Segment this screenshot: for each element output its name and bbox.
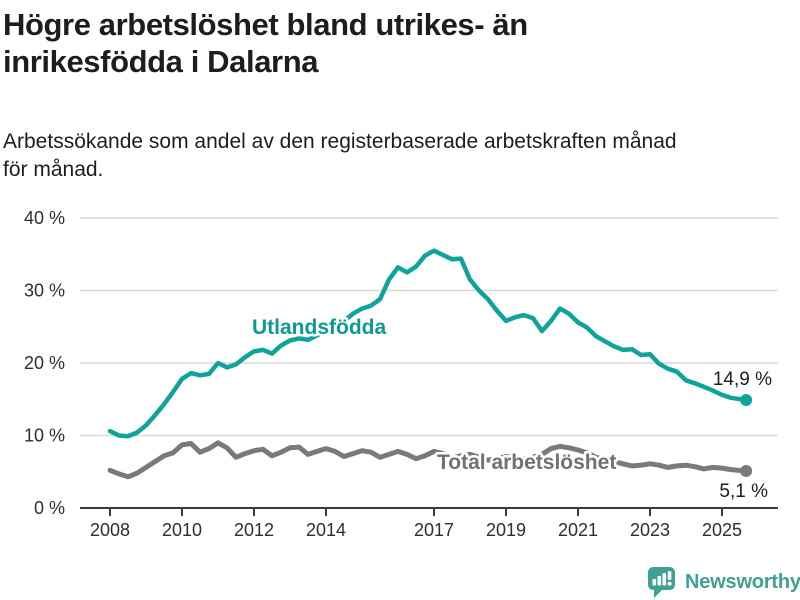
chart-subtitle-line2: för månad. (3, 158, 104, 181)
x-tick-label-2012: 2012 (234, 520, 274, 540)
y-tick-label-10: 10 % (24, 426, 65, 446)
x-axis-ticks (109, 509, 723, 516)
x-tick-label-2017: 2017 (414, 520, 454, 540)
gridlines (80, 217, 778, 437)
series-label-total-arbetsloshet: Total arbetslöshet (437, 451, 616, 474)
newsworthy-logo-icon (648, 567, 675, 598)
total-arbetsloshet-end-dot (740, 465, 753, 478)
y-tick-label-30: 30 % (24, 281, 65, 301)
x-tick-label-2021: 2021 (558, 520, 598, 540)
x-tick-label-2023: 2023 (630, 520, 670, 540)
y-tick-label-20: 20 % (24, 353, 65, 373)
page-title-line1: Högre arbetslöshet bland utrikes- än (3, 7, 528, 42)
x-axis-labels: 2008 2010 2012 2014 2017 2019 2021 2023 2025 (90, 520, 742, 540)
utlandsfodda-line (107, 248, 749, 439)
utlandsfodda-end-dot (740, 393, 753, 406)
x-tick-label-2014: 2014 (306, 520, 346, 540)
logo-exclamation-bar (667, 571, 672, 580)
end-value-label-utlandsfodda: 14,9 % (713, 369, 772, 390)
newsworthy-logo: Newsworthy (646, 564, 800, 600)
x-tick-label-2025: 2025 (702, 520, 742, 540)
series-label-utlandsfodda: Utlandsfödda (252, 316, 386, 339)
page-title: Högre arbetslöshet bland utrikes- än inri… (3, 6, 528, 80)
x-tick-label-2019: 2019 (486, 520, 526, 540)
logo-exclamation-dot (667, 581, 672, 586)
y-tick-label-40: 40 % (24, 208, 65, 228)
logo-bar-chart-glyph (652, 571, 672, 586)
chart-subtitle-line1: Arbetssökande som andel av den registerb… (3, 130, 677, 153)
y-axis-labels: 0 % 10 % 20 % 30 % 40 % (24, 208, 65, 518)
newsworthy-logo-text: Newsworthy (685, 570, 800, 593)
chart-subtitle: Arbetssökande som andel av den registerb… (3, 128, 677, 184)
x-tick-label-2010: 2010 (162, 520, 202, 540)
y-tick-label-0: 0 % (34, 498, 65, 518)
end-value-label-total-arbetsloshet: 5,1 % (719, 481, 768, 502)
page-title-line2: inrikesfödda i Dalarna (3, 44, 319, 79)
x-tick-label-2008: 2008 (90, 520, 130, 540)
total-arbetsloshet-line (107, 440, 749, 480)
series-lines (107, 248, 753, 480)
